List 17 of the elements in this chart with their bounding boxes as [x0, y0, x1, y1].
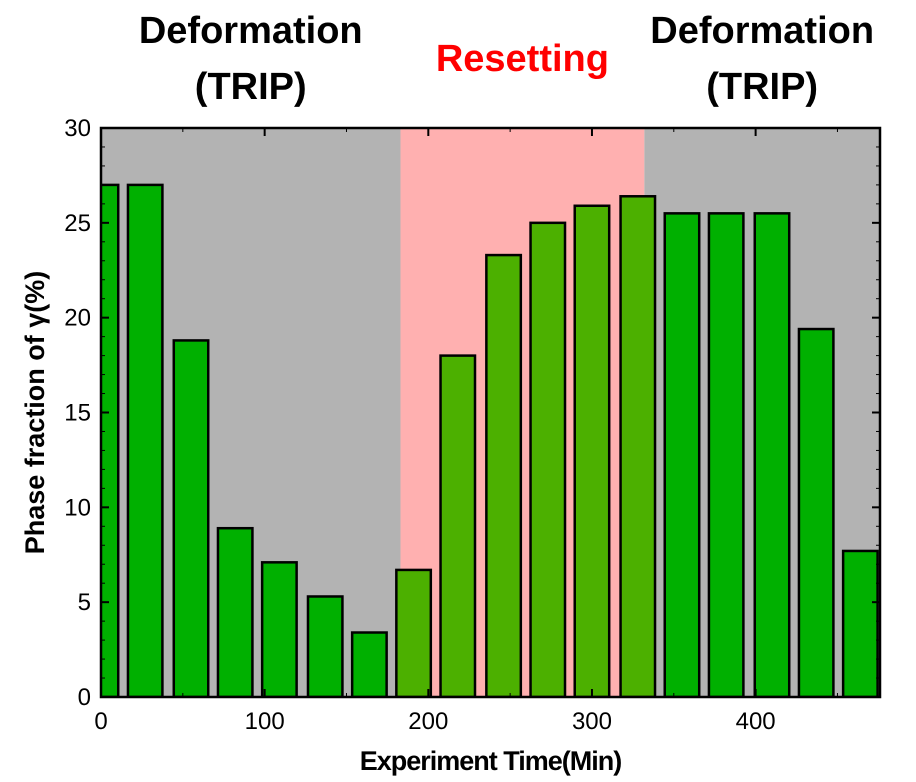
x-axis-title: Experiment Time(Min) [360, 746, 622, 776]
y-tick-label: 25 [64, 210, 91, 237]
band-label: Deformation (TRIP) [650, 10, 874, 108]
y-tick-label: 20 [64, 304, 91, 332]
y-tick-label: 10 [64, 494, 91, 522]
x-tick-label: 0 [94, 708, 108, 735]
x-tick-label: 400 [736, 708, 776, 735]
band-label: Deformation (TRIP) [138, 10, 363, 108]
y-tick-label: 0 [78, 684, 91, 711]
x-tick-label: 100 [244, 708, 285, 735]
band-label: Resetting [436, 38, 609, 80]
y-tick-label: 15 [64, 400, 91, 426]
y-axis-title: Phase fraction of γ(%) [20, 270, 50, 554]
y-tick-label: 30 [64, 115, 91, 142]
x-tick-label: 200 [408, 708, 448, 735]
y-tick-label: 5 [78, 589, 91, 616]
x-tick-label: 300 [572, 708, 612, 735]
